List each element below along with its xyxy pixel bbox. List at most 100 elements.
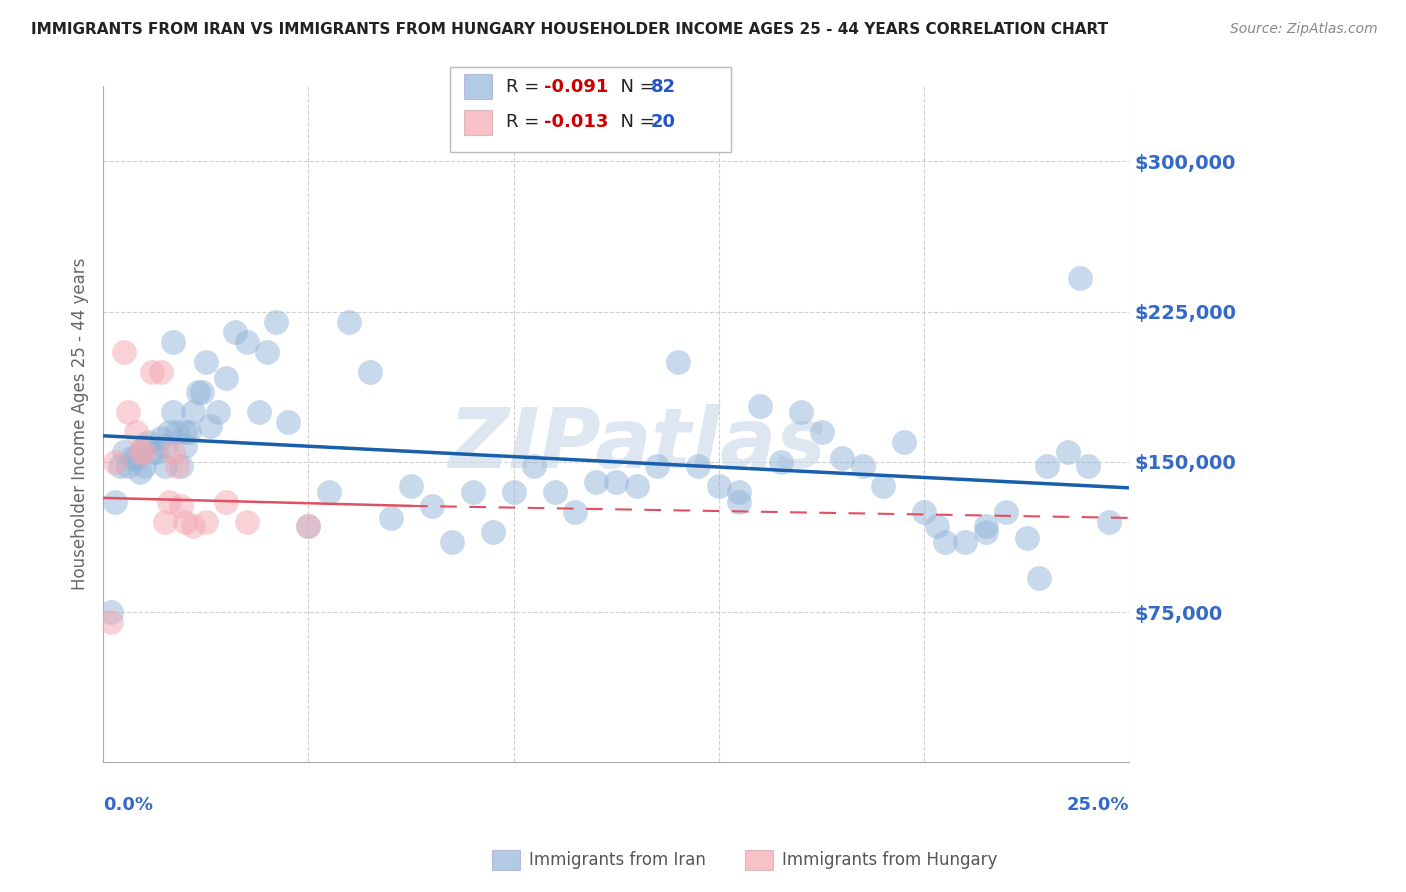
Text: -0.013: -0.013	[544, 113, 609, 131]
Point	[626, 479, 648, 493]
Point	[170, 499, 193, 513]
Point	[153, 439, 176, 453]
Point	[100, 615, 122, 629]
Point	[153, 515, 176, 529]
Point	[502, 484, 524, 499]
Point	[749, 399, 772, 413]
Point	[399, 479, 422, 493]
Point	[166, 425, 188, 439]
Point	[256, 344, 278, 359]
Point	[149, 365, 172, 379]
Point	[125, 425, 148, 439]
Point	[162, 334, 184, 349]
Point	[145, 445, 167, 459]
Point	[872, 479, 894, 493]
Text: ZIPatlas: ZIPatlas	[449, 404, 825, 485]
Point	[790, 405, 813, 419]
Point	[297, 519, 319, 533]
Point	[141, 445, 163, 459]
Point	[224, 325, 246, 339]
Point	[1036, 458, 1059, 473]
Point	[190, 384, 212, 399]
Point	[1069, 270, 1091, 285]
Point	[1098, 515, 1121, 529]
Text: 25.0%: 25.0%	[1067, 796, 1129, 814]
Point	[810, 425, 832, 439]
Text: N =: N =	[609, 78, 661, 95]
Point	[339, 315, 361, 329]
Point	[893, 434, 915, 449]
Point	[215, 370, 238, 384]
Point	[162, 445, 184, 459]
Point	[125, 450, 148, 465]
Point	[1057, 445, 1080, 459]
Point	[174, 425, 197, 439]
Point	[112, 445, 135, 459]
Point	[174, 515, 197, 529]
Point	[247, 405, 270, 419]
Text: Source: ZipAtlas.com: Source: ZipAtlas.com	[1230, 22, 1378, 37]
Point	[441, 535, 464, 549]
Point	[728, 495, 751, 509]
Point	[179, 425, 201, 439]
Text: IMMIGRANTS FROM IRAN VS IMMIGRANTS FROM HUNGARY HOUSEHOLDER INCOME AGES 25 - 44 : IMMIGRANTS FROM IRAN VS IMMIGRANTS FROM …	[31, 22, 1108, 37]
Point	[157, 425, 180, 439]
Y-axis label: Householder Income Ages 25 - 44 years: Householder Income Ages 25 - 44 years	[72, 258, 89, 591]
Text: Immigrants from Iran: Immigrants from Iran	[529, 851, 706, 869]
Point	[852, 458, 875, 473]
Point	[117, 405, 139, 419]
Point	[974, 524, 997, 539]
Point	[1077, 458, 1099, 473]
Text: -0.091: -0.091	[544, 78, 609, 95]
Point	[194, 355, 217, 369]
Point	[707, 479, 730, 493]
Point	[121, 450, 143, 465]
Point	[183, 519, 205, 533]
Point	[955, 535, 977, 549]
Point	[831, 450, 853, 465]
Point	[112, 344, 135, 359]
Point	[198, 418, 221, 433]
Point	[157, 495, 180, 509]
Point	[129, 465, 152, 479]
Point	[153, 458, 176, 473]
Point	[420, 499, 443, 513]
Point	[523, 458, 546, 473]
Point	[461, 484, 484, 499]
Point	[264, 315, 287, 329]
Point	[162, 405, 184, 419]
Point	[277, 415, 299, 429]
Point	[207, 405, 229, 419]
Point	[380, 511, 402, 525]
Point	[688, 458, 710, 473]
Point	[318, 484, 340, 499]
Point	[1028, 571, 1050, 585]
Point	[104, 495, 127, 509]
Point	[728, 484, 751, 499]
Text: R =: R =	[506, 113, 546, 131]
Point	[564, 505, 586, 519]
Point	[215, 495, 238, 509]
Point	[149, 431, 172, 445]
Point	[134, 439, 156, 453]
Text: Immigrants from Hungary: Immigrants from Hungary	[782, 851, 997, 869]
Point	[925, 519, 948, 533]
Point	[166, 458, 188, 473]
Point	[912, 505, 935, 519]
Point	[236, 334, 259, 349]
Point	[359, 365, 381, 379]
Point	[183, 405, 205, 419]
Point	[297, 519, 319, 533]
Point	[134, 458, 156, 473]
Point	[170, 458, 193, 473]
Point	[187, 384, 209, 399]
Point	[236, 515, 259, 529]
Point	[108, 458, 131, 473]
Point	[194, 515, 217, 529]
Text: 0.0%: 0.0%	[103, 796, 153, 814]
Point	[666, 355, 689, 369]
Point	[100, 605, 122, 619]
Point	[117, 458, 139, 473]
Point	[769, 455, 792, 469]
Point	[129, 445, 152, 459]
